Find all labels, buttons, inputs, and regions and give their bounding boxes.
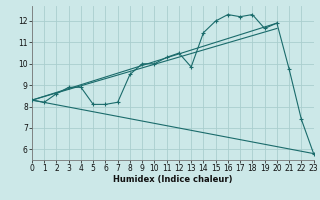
X-axis label: Humidex (Indice chaleur): Humidex (Indice chaleur): [113, 175, 233, 184]
